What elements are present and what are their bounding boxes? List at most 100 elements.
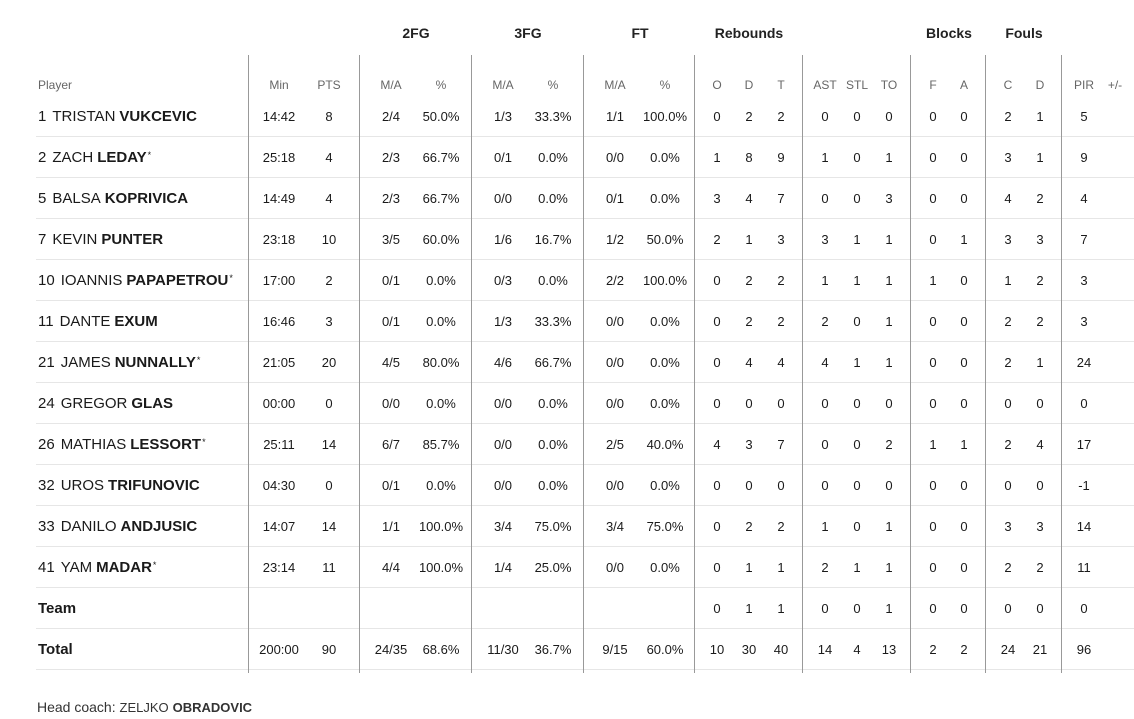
table-row: 2 ZACH LEDAY * 25:18 4 2/3 66.7% 0/1 0.0% 0/0 0.0% 1… bbox=[36, 137, 1134, 178]
player-first-name: MATHIAS bbox=[60, 435, 127, 453]
stat-pir: 24 bbox=[1076, 354, 1092, 370]
stat-pts: 14 bbox=[321, 436, 337, 452]
table-row: 1 TRISTAN VUKCEVIC 14:42 8 2/4 50.0% 1/3 33.3% 1/… bbox=[36, 96, 1134, 137]
player-last-name: KOPRIVICA bbox=[104, 189, 189, 207]
stat-fd: 2 bbox=[1036, 313, 1044, 329]
stat-o: 0 bbox=[713, 600, 721, 616]
stat-fd: 2 bbox=[1036, 190, 1044, 206]
stat-fc: 2 bbox=[1004, 108, 1012, 124]
stat-fg2: 0/1 bbox=[381, 477, 401, 493]
stat-fg3p bbox=[530, 588, 576, 628]
col-header-3fg-pct: % bbox=[547, 78, 559, 92]
stat-ft: 0/1 bbox=[605, 190, 625, 206]
col-header-pts: PTS bbox=[317, 78, 341, 92]
player-name: 26 MATHIAS LESSORT * bbox=[38, 424, 243, 464]
stat-pm bbox=[1100, 588, 1130, 628]
stat-pm bbox=[1100, 96, 1130, 136]
stat-d: 0 bbox=[745, 395, 753, 411]
stat-to: 1 bbox=[885, 313, 893, 329]
stat-pm bbox=[1100, 424, 1130, 464]
stat-stl: 1 bbox=[853, 354, 861, 370]
stat-d: 1 bbox=[745, 231, 753, 247]
stat-d: 2 bbox=[745, 272, 753, 288]
stat-ft: 2/2 bbox=[605, 272, 625, 288]
stat-pir: 4 bbox=[1080, 190, 1088, 206]
stat-fg3 bbox=[482, 588, 524, 628]
stat-o: 3 bbox=[713, 190, 721, 206]
stat-fc: 3 bbox=[1004, 518, 1012, 534]
col-header-2fg-ma: M/A bbox=[380, 78, 402, 92]
col-header-pir: PIR bbox=[1073, 78, 1094, 92]
stat-min: 14:07 bbox=[262, 518, 296, 534]
stat-fg3: 0/1 bbox=[493, 149, 513, 165]
stat-ftp: 0.0% bbox=[650, 354, 680, 370]
stat-ft: 3/4 bbox=[605, 518, 625, 534]
player-last-name: VUKCEVIC bbox=[119, 107, 197, 125]
stat-o: 0 bbox=[713, 395, 721, 411]
stat-fc: 3 bbox=[1004, 149, 1012, 165]
stat-ast: 1 bbox=[821, 149, 829, 165]
divider-line bbox=[985, 55, 986, 673]
stat-fg2: 2/3 bbox=[381, 149, 401, 165]
stat-fg3: 1/3 bbox=[493, 108, 513, 124]
player-name: 5 BALSA KOPRIVICA bbox=[38, 178, 243, 218]
stat-pir: 9 bbox=[1080, 149, 1088, 165]
stat-pts: 3 bbox=[325, 313, 333, 329]
stat-pir: 11 bbox=[1077, 559, 1091, 575]
player-last-name: LESSORT bbox=[130, 435, 202, 453]
stat-fc: 4 bbox=[1004, 190, 1012, 206]
stat-min: 17:00 bbox=[262, 272, 296, 288]
stat-pm bbox=[1100, 178, 1130, 218]
stat-fc: 2 bbox=[1004, 354, 1012, 370]
player-name: 2 ZACH LEDAY * bbox=[38, 137, 243, 177]
stat-ft: 0/0 bbox=[605, 559, 625, 575]
stat-pm bbox=[1100, 506, 1130, 546]
stat-pir: 3 bbox=[1080, 313, 1088, 329]
stat-stl: 0 bbox=[853, 477, 861, 493]
table-row: 21 JAMES NUNNALLY * 21:05 20 4/5 80.0% 4/6 66.7% 0… bbox=[36, 342, 1134, 383]
stat-fg2: 0/1 bbox=[381, 272, 401, 288]
stat-ft: 0/0 bbox=[605, 477, 625, 493]
stat-fg2p: 100.0% bbox=[418, 559, 464, 575]
col-header-plus-minus: +/- bbox=[1107, 78, 1123, 92]
player-first-name: BALSA bbox=[52, 189, 101, 207]
stat-pm bbox=[1100, 629, 1130, 669]
stat-d: 8 bbox=[745, 149, 753, 165]
player-name: 11 DANTE EXUM bbox=[38, 301, 243, 341]
player-name: 41 YAM MADAR * bbox=[38, 547, 243, 587]
stat-fg2p: 100.0% bbox=[418, 518, 464, 534]
stat-min: 00:00 bbox=[262, 395, 296, 411]
player-name: 32 UROS TRIFUNOVIC bbox=[38, 465, 243, 505]
jersey-number: 11 bbox=[38, 312, 54, 330]
divider-line bbox=[471, 55, 472, 673]
starter-marker: * bbox=[196, 355, 201, 365]
stat-bf: 0 bbox=[929, 395, 937, 411]
stat-fg3p: 33.3% bbox=[534, 108, 572, 124]
stat-fg3p: 36.7% bbox=[534, 641, 572, 657]
stat-to: 1 bbox=[885, 559, 893, 575]
stat-ast: 14 bbox=[817, 641, 833, 657]
jersey-number: 24 bbox=[38, 394, 55, 412]
stat-pm bbox=[1100, 547, 1130, 587]
group-header-row: 2FG 3FG FT Rebounds Blocks Fouls bbox=[36, 18, 1134, 48]
stat-ftp: 0.0% bbox=[650, 149, 680, 165]
col-header-min: Min bbox=[269, 78, 289, 92]
stat-to: 1 bbox=[885, 354, 893, 370]
stat-bf: 0 bbox=[929, 231, 937, 247]
stat-fg3: 1/6 bbox=[493, 231, 513, 247]
stat-t: 2 bbox=[777, 313, 785, 329]
col-header-blk-a: A bbox=[959, 78, 968, 92]
stat-ft: 0/0 bbox=[605, 313, 625, 329]
stat-stl: 0 bbox=[853, 313, 861, 329]
stat-fg2: 6/7 bbox=[381, 436, 401, 452]
stat-pts: 10 bbox=[321, 231, 337, 247]
divider-line bbox=[910, 55, 911, 673]
column-header-row: Player Min PTS M/A % M/A % M/A % O D T A… bbox=[36, 48, 1134, 96]
stat-fg3p: 0.0% bbox=[538, 190, 568, 206]
stat-to: 0 bbox=[885, 477, 893, 493]
table-row: 41 YAM MADAR * 23:14 11 4/4 100.0% 1/4 25.0% 0/0 0.… bbox=[36, 547, 1134, 588]
divider-line bbox=[802, 55, 803, 673]
player-last-name: PAPAPETROU bbox=[126, 271, 229, 289]
stat-pir: 3 bbox=[1080, 272, 1088, 288]
total-label: Total bbox=[38, 629, 243, 669]
